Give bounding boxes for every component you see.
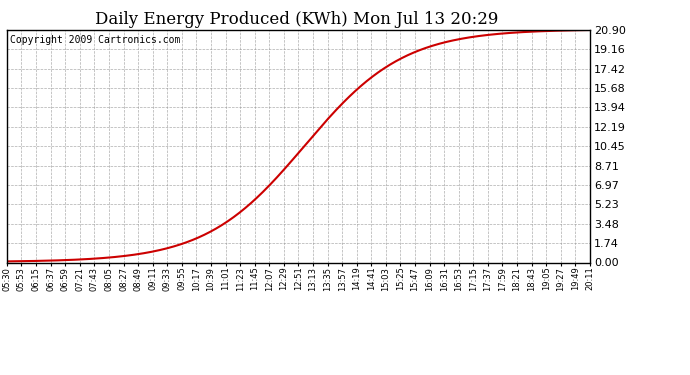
Text: Daily Energy Produced (KWh) Mon Jul 13 20:29: Daily Energy Produced (KWh) Mon Jul 13 2… [95,11,498,28]
Text: Copyright 2009 Cartronics.com: Copyright 2009 Cartronics.com [10,34,180,45]
